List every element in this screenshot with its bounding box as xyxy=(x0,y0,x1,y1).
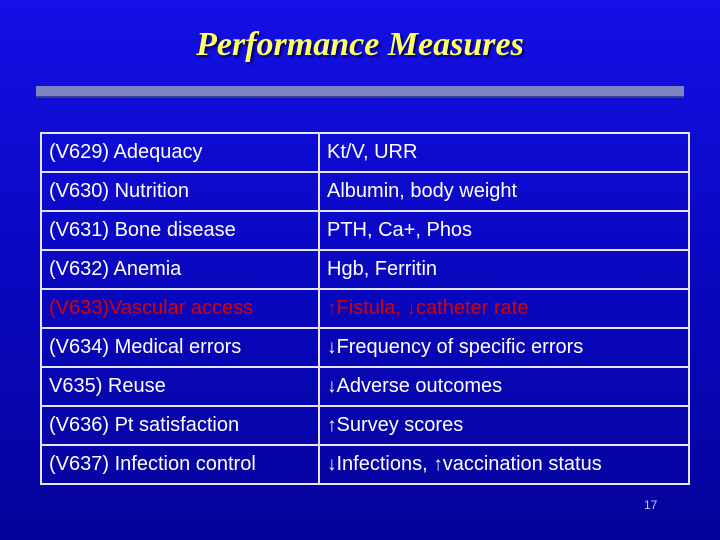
table-row: (V629) Adequacy Kt/V, URR xyxy=(40,132,690,173)
indicator-cell: Hgb, Ferritin xyxy=(318,249,690,290)
arrow-up-icon: ↑ xyxy=(327,298,337,319)
measure-cell: V635) Reuse xyxy=(40,366,320,407)
slide-title: Performance Measures xyxy=(196,26,524,63)
title-underline-bar xyxy=(36,86,684,96)
arrow-up-icon: ↑ xyxy=(433,454,443,475)
indicator-text: Survey scores xyxy=(336,414,464,436)
indicator-text-2: catheter rate xyxy=(416,297,529,319)
arrow-down-icon: ↓ xyxy=(327,454,337,475)
indicator-cell: Albumin, body weight xyxy=(318,171,690,212)
performance-measures-table: (V629) Adequacy Kt/V, URR (V630) Nutriti… xyxy=(40,132,690,485)
indicator-text-2: vaccination status xyxy=(442,453,602,475)
measure-cell: (V631) Bone disease xyxy=(40,210,320,251)
table-row: (V634) Medical errors ↓Frequency of spec… xyxy=(40,327,690,368)
measure-cell: (V637) Infection control xyxy=(40,444,320,485)
table-row: (V630) Nutrition Albumin, body weight xyxy=(40,171,690,212)
measure-cell: (V632) Anemia xyxy=(40,249,320,290)
table-row-highlighted: (V633)Vascular access ↑Fistula, ↓cathete… xyxy=(40,288,690,329)
indicator-cell: ↓Infections, ↑vaccination status xyxy=(318,444,690,485)
table-row: (V631) Bone disease PTH, Ca+, Phos xyxy=(40,210,690,251)
indicator-text: Fistula, xyxy=(336,297,407,319)
indicator-text: Adverse outcomes xyxy=(336,375,503,397)
arrow-up-icon: ↑ xyxy=(327,415,337,436)
indicator-cell: ↑Fistula, ↓catheter rate xyxy=(318,288,690,329)
page-number: 17 xyxy=(644,498,658,512)
indicator-text: Frequency of specific errors xyxy=(336,336,584,358)
table-row: V635) Reuse ↓Adverse outcomes xyxy=(40,366,690,407)
indicator-cell: ↓Adverse outcomes xyxy=(318,366,690,407)
arrow-down-icon: ↓ xyxy=(406,298,417,319)
measure-cell: (V629) Adequacy xyxy=(40,132,320,173)
measure-cell: (V630) Nutrition xyxy=(40,171,320,212)
indicator-cell: ↓Frequency of specific errors xyxy=(318,327,690,368)
measure-cell: (V633)Vascular access xyxy=(40,288,320,329)
measure-cell: (V634) Medical errors xyxy=(40,327,320,368)
indicator-cell: Kt/V, URR xyxy=(318,132,690,173)
measure-cell: (V636) Pt satisfaction xyxy=(40,405,320,446)
table-row: (V636) Pt satisfaction ↑Survey scores xyxy=(40,405,690,446)
table-row: (V637) Infection control ↓Infections, ↑v… xyxy=(40,444,690,485)
table-row: (V632) Anemia Hgb, Ferritin xyxy=(40,249,690,290)
indicator-cell: PTH, Ca+, Phos xyxy=(318,210,690,251)
arrow-down-icon: ↓ xyxy=(327,337,337,358)
indicator-cell: ↑Survey scores xyxy=(318,405,690,446)
arrow-down-icon: ↓ xyxy=(327,376,337,397)
indicator-text: Infections, xyxy=(336,453,434,475)
